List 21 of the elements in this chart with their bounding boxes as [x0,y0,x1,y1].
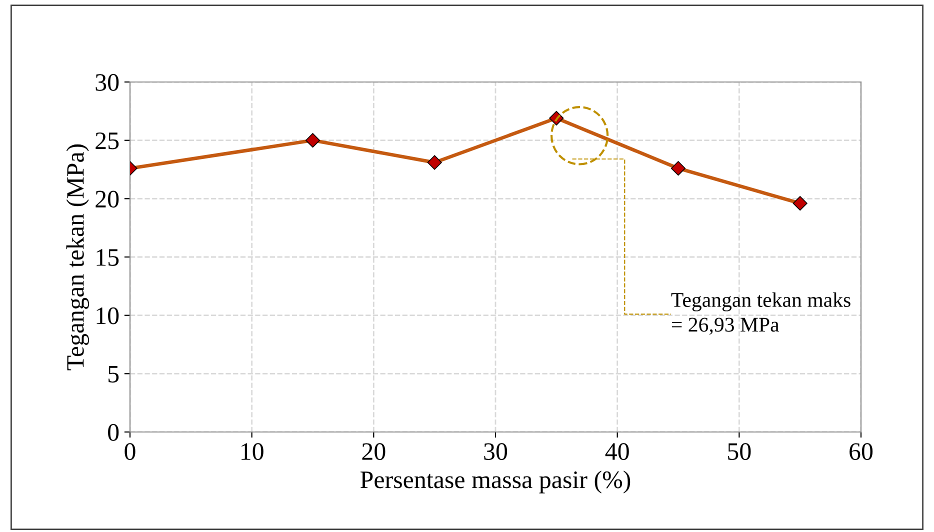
y-tick-label: 15 [96,249,119,266]
y-tick-label: 25 [96,132,119,150]
y-tick-label: 30 [96,74,119,91]
point [670,161,686,176]
x-axis-title: Persentase massa pasir (%) [360,470,630,494]
x-tick-label: 30 [484,443,508,460]
x-tick-label: 0 [124,443,136,460]
y-tick-label: 5 [108,366,119,383]
y-tick-label: 10 [96,307,119,324]
y-tick-label: 20 [96,190,119,208]
x-tick-label: 50 [728,443,751,460]
x-tick-label: 60 [850,443,873,460]
x-tick-label: 40 [605,443,629,460]
point [792,196,808,211]
point [427,155,442,170]
x-tick-label: 20 [362,443,386,460]
y-tick-label: 0 [108,424,119,441]
x-tick-label: 10 [242,443,264,460]
point [305,133,320,148]
y-axis-title: Tegangan tekan (MPa) [66,144,90,370]
annotation: Tegangan tekan maks = 26,93 MPa [671,292,850,335]
